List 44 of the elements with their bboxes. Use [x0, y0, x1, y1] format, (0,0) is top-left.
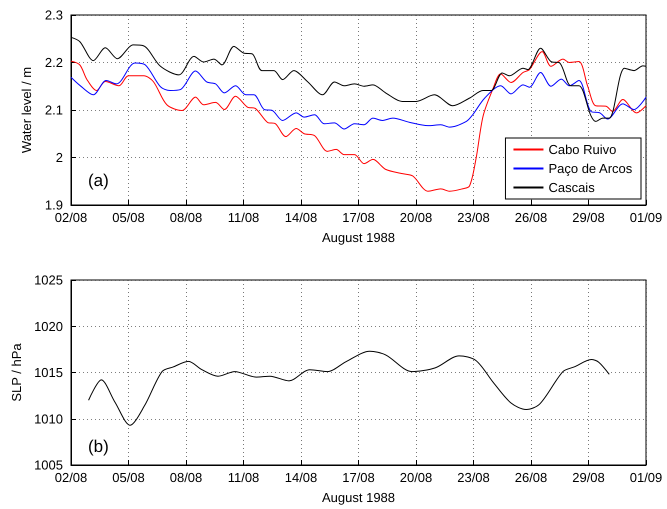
y-tick-label: 2.1: [44, 102, 63, 118]
x-tick-label: 20/08: [400, 210, 432, 225]
x-tick-label: 29/08: [572, 210, 605, 225]
legend-label: Cascais: [548, 180, 596, 195]
y-tick-label: 2.2: [44, 55, 63, 70]
x-tick-label: 02/08: [54, 210, 88, 225]
y-tick-label: 2: [56, 150, 63, 165]
x-tick-label: 26/08: [514, 470, 548, 485]
x-tick-label: 08/08: [170, 470, 202, 485]
line-series: [70, 51, 646, 192]
x-tick-label: 01/09: [630, 470, 662, 485]
x-tick-label: 02/08: [54, 470, 88, 485]
x-tick-label: 11/08: [228, 470, 260, 485]
x-tick-label: 20/08: [400, 470, 432, 485]
y-axis-title: Water level / m: [19, 66, 34, 154]
x-tick-label: 05/08: [112, 210, 145, 225]
x-tick-label: 14/08: [284, 210, 318, 225]
x-tick-label: 17/08: [342, 470, 375, 485]
legend-label: Paço de Arcos: [548, 161, 633, 176]
y-axis-title: SLP / hPa: [9, 342, 24, 402]
y-tick-label: 1015: [34, 365, 63, 380]
x-tick-label: 05/08: [112, 470, 145, 485]
annotation: (b): [88, 437, 109, 456]
x-tick-label: 14/08: [284, 470, 318, 485]
x-tick-label: 01/09: [630, 210, 662, 225]
x-axis-title: August 1988: [322, 230, 396, 245]
line-series: [88, 350, 610, 426]
annotation: (a): [88, 171, 109, 190]
x-tick-label: 23/08: [457, 470, 490, 485]
x-tick-label: 26/08: [514, 210, 548, 225]
x-tick-label: 08/08: [170, 210, 202, 225]
y-tick-label: 1025: [34, 272, 63, 288]
y-tick-label: 1020: [34, 318, 63, 334]
legend-label: Cabo Ruivo: [548, 142, 616, 157]
y-tick-label: 1010: [34, 411, 63, 426]
y-tick-label: 1.9: [44, 198, 63, 212]
y-tick-label: 1005: [34, 458, 63, 472]
x-tick-label: 11/08: [228, 210, 260, 225]
x-tick-label: 29/08: [572, 470, 605, 485]
x-tick-label: 17/08: [342, 210, 375, 225]
x-axis-title: August 1988: [322, 490, 396, 505]
x-tick-label: 23/08: [457, 210, 490, 225]
y-tick-label: 2.3: [44, 8, 63, 22]
line-series: [70, 62, 646, 130]
